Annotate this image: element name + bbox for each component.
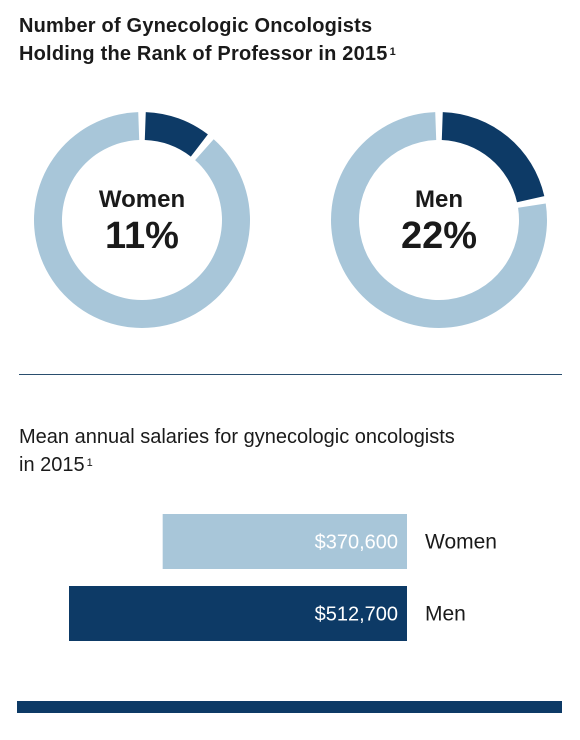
donut-slice-women-professor — [144, 112, 208, 157]
salary-title: Mean annual salaries for gynecologic onc… — [19, 423, 559, 479]
donut-label-men: Men 22% — [359, 186, 519, 258]
donut-label-women: Women 11% — [62, 186, 222, 258]
donut-charts: Women 11% Men 22% — [0, 104, 580, 344]
salary-title-line-2: in 2015 — [19, 454, 85, 476]
donut-group-women: Women — [98, 186, 186, 213]
title-line-2: Holding the Rank of Professor in 2015 — [19, 43, 388, 65]
salary-bar-men — [69, 586, 407, 641]
donut-percent-women: 11% — [105, 215, 179, 257]
donut-slice-men-professor — [441, 112, 545, 203]
title-footnote: 1 — [389, 46, 396, 58]
title-line-1: Number of Gynecologic Oncologists — [19, 15, 373, 37]
donut-percent-men: 22% — [400, 215, 478, 257]
salary-title-line-1: Mean annual salaries for gynecologic onc… — [19, 426, 455, 448]
salary-category-women: Women — [425, 531, 497, 554]
salary-category-men: Men — [425, 603, 466, 626]
donut-svg — [33, 112, 547, 328]
bottom-rule — [17, 701, 562, 713]
page-title: Number of Gynecologic Oncologists Holdin… — [19, 12, 559, 68]
section-divider — [19, 374, 562, 375]
salary-value-women: $370,600 — [315, 532, 398, 554]
salary-bar-women — [162, 514, 407, 569]
salary-value-men: $512,700 — [315, 604, 398, 626]
salary-title-footnote: 1 — [86, 457, 93, 469]
salary-bar-chart: $370,600 Women $512,700 Men — [0, 500, 580, 660]
bar-svg: $370,600 Women $512,700 Men — [69, 514, 497, 641]
donut-group-men: Men — [415, 186, 463, 213]
